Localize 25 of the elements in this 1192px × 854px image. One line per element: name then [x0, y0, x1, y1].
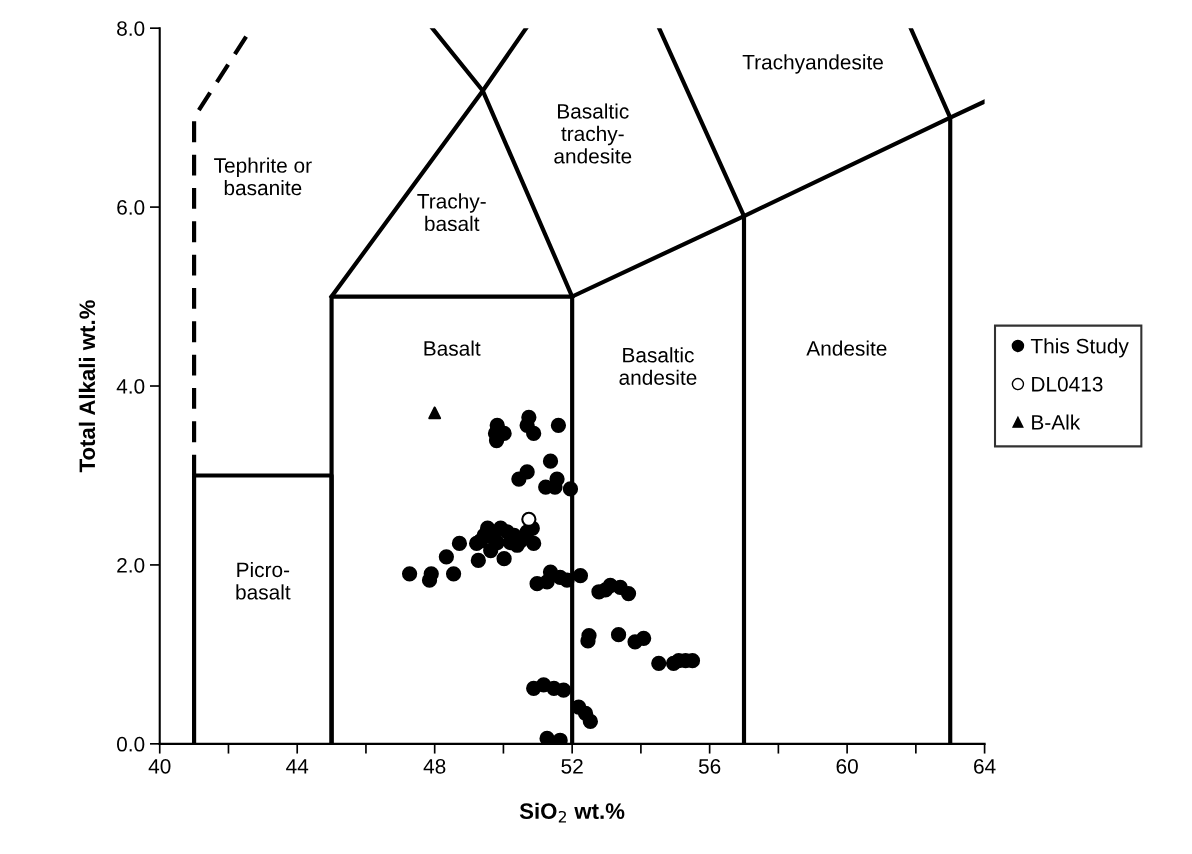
y-axis-title: Total Alkali wt.% [78, 300, 96, 473]
y-tick-label: 0.0 [117, 736, 145, 752]
legend-label: This Study [1030, 338, 1129, 358]
annotation: Andesite [806, 340, 887, 356]
annotation: Basalt [424, 340, 481, 356]
annotation: Trachyandesite [742, 54, 883, 74]
x-tick-label: 52 [561, 758, 583, 774]
x-tick-label: 40 [148, 758, 171, 774]
x-tick-label: 64 [974, 758, 996, 774]
annotation: Trachy- basalt [417, 193, 486, 232]
y-tick-label: 6.0 [117, 200, 145, 215]
x-tick-label: 44 [286, 759, 309, 774]
y-tick-label: 2.0 [117, 557, 145, 573]
annotation: Picro- basalt [236, 561, 291, 600]
legend-label: B-Alk [1032, 414, 1081, 430]
x-axis-title: SiO$_{2}$ wt.% [519, 802, 625, 823]
legend-label: DL0413 [1032, 376, 1103, 392]
annotation: Tephrite or basanite [214, 157, 312, 196]
x-tick-label: 60 [836, 758, 858, 774]
y-tick-label: 8.0 [117, 21, 145, 36]
x-tick-label: 48 [423, 758, 446, 774]
annotation: Basaltic trachy- andesite [554, 103, 632, 164]
y-tick-label: 4.0 [116, 379, 145, 394]
x-tick-label: 56 [698, 758, 721, 774]
annotation: Basaltic andesite [619, 347, 697, 385]
